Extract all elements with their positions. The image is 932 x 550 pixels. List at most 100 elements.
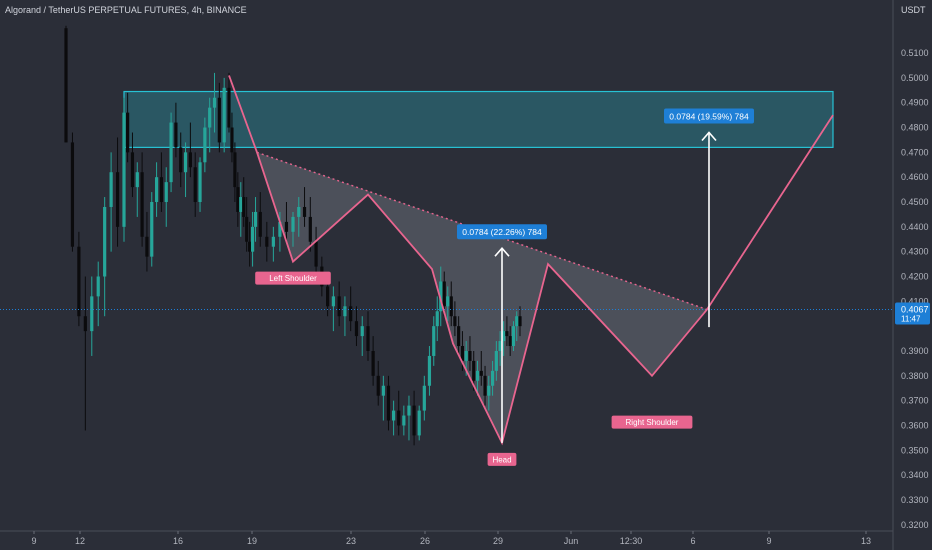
measure-arrowhead	[494, 246, 510, 257]
x-tick-label: 12	[75, 536, 85, 546]
candle-body	[498, 341, 502, 351]
y-tick-label: 0.3400	[901, 470, 929, 480]
candle-body	[239, 197, 243, 212]
candle-body	[169, 122, 173, 183]
plot-background	[0, 0, 893, 531]
candle-body	[188, 152, 192, 168]
candle-body	[515, 316, 519, 327]
candle-body	[278, 221, 282, 237]
candle-body	[518, 316, 522, 327]
candle-body	[337, 296, 341, 317]
y-tick-label: 0.4600	[901, 172, 929, 182]
x-tick-label: 19	[247, 536, 257, 546]
candle-body	[371, 350, 375, 376]
candle-body	[217, 97, 221, 143]
candle-body	[248, 241, 252, 252]
candle-body	[236, 187, 240, 212]
price-axis-background	[893, 0, 932, 550]
x-tick-label: 16	[173, 536, 183, 546]
candle-body	[145, 236, 149, 257]
y-tick-label: 0.3700	[901, 396, 929, 406]
candle-body	[442, 281, 446, 307]
y-tick-label: 0.5100	[901, 48, 929, 58]
candle-body	[103, 206, 107, 277]
candle-body	[511, 326, 516, 347]
candle-body	[366, 326, 370, 351]
candle-body	[487, 385, 491, 396]
candle-body	[233, 152, 237, 188]
candle-body	[457, 326, 461, 347]
last-price-value: 0.4067	[901, 305, 929, 315]
candle-body	[475, 370, 480, 381]
y-tick-label: 0.4100	[901, 296, 929, 306]
candle-body	[64, 28, 68, 143]
candle-body	[212, 97, 217, 108]
x-tick-label: 9	[31, 536, 36, 546]
x-tick-label: 26	[420, 536, 430, 546]
candle-body	[109, 172, 113, 207]
annotation-badge	[611, 415, 693, 429]
y-tick-label: 0.4900	[901, 98, 929, 108]
candle-body	[376, 375, 380, 396]
candle-body	[422, 385, 426, 411]
candle-body	[245, 216, 249, 242]
candle-body	[174, 122, 178, 148]
y-tick-label: 0.3300	[901, 495, 929, 505]
y-tick-label: 0.4500	[901, 197, 929, 207]
candle-body	[70, 142, 75, 247]
candle-body	[386, 385, 391, 421]
candle-body	[331, 296, 335, 307]
candle-body	[159, 177, 164, 203]
measure-label-box	[664, 108, 754, 124]
candle-body	[122, 112, 126, 227]
candle-body	[479, 370, 483, 376]
candle-body	[439, 281, 443, 312]
candle-body	[502, 331, 506, 342]
candle-body	[446, 296, 450, 307]
candle-body	[453, 316, 457, 327]
candle-body	[222, 87, 226, 143]
y-tick-label: 0.4700	[901, 147, 929, 157]
candle-body	[427, 355, 432, 386]
currency-label: USDT	[901, 5, 926, 15]
measure-label: 0.0784 (22.26%) 784	[462, 227, 542, 237]
candle-body	[483, 375, 487, 396]
candle-body	[164, 182, 168, 203]
annotation-label: Head	[492, 455, 511, 464]
candle-body	[203, 127, 207, 163]
candle-body	[432, 326, 436, 356]
candle-body	[302, 206, 307, 217]
measure-arrowhead	[701, 131, 717, 142]
y-tick-label: 0.4800	[901, 123, 929, 133]
annotation-label: Right Shoulder	[626, 418, 679, 427]
measure-label: 0.0784 (19.59%) 784	[669, 111, 749, 121]
y-tick-label: 0.3600	[901, 420, 929, 430]
y-tick-label: 0.3500	[901, 445, 929, 455]
candle-body	[449, 296, 453, 317]
candle-body	[308, 216, 312, 242]
candle-body	[508, 336, 512, 347]
candle-body	[291, 216, 295, 232]
candle-body	[130, 152, 135, 188]
candle-body	[230, 127, 234, 153]
candle-body	[284, 221, 289, 232]
candle-body	[468, 350, 472, 361]
x-tick-label: 6	[690, 536, 695, 546]
candle-body	[193, 167, 197, 203]
candle-body	[381, 385, 385, 396]
candle-body	[343, 306, 347, 317]
candle-body	[90, 296, 94, 332]
candle-body	[494, 350, 498, 371]
candle-body	[198, 162, 202, 203]
annotation-label: Left Shoulder	[269, 274, 317, 283]
candle-body	[402, 415, 406, 426]
candle-body	[407, 405, 411, 416]
candle-body	[460, 346, 465, 361]
candle-body	[472, 360, 476, 381]
last-price-tag	[895, 302, 930, 325]
pattern-fill	[257, 152, 707, 443]
annotation-badge	[255, 271, 331, 285]
y-tick-label: 0.4400	[901, 222, 929, 232]
